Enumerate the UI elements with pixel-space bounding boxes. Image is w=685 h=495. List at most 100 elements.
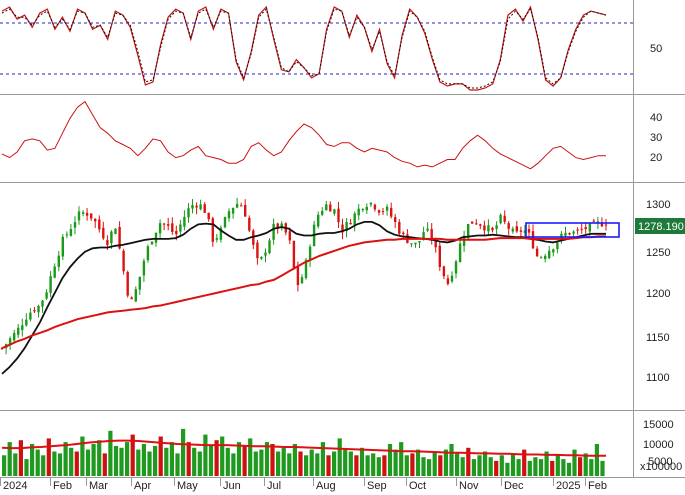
volume-bar — [7, 442, 12, 476]
candle-body — [535, 248, 539, 257]
volume-bar — [421, 457, 426, 476]
candle-body — [544, 255, 547, 259]
volume-bar — [130, 434, 135, 476]
candle-body — [568, 233, 571, 235]
volume-bar — [13, 453, 18, 476]
candle-body — [179, 224, 182, 232]
volume-bar — [488, 457, 493, 476]
candle-body — [146, 246, 150, 261]
candle-body — [450, 275, 454, 282]
candle-body — [495, 225, 498, 229]
candle-body — [471, 221, 474, 224]
candle-body — [503, 215, 506, 222]
candle-body — [276, 223, 279, 229]
volume-bar — [231, 453, 236, 476]
volume-bar — [505, 462, 510, 476]
price-panel: 1300 1250 1200 1150 1100 1278.190 — [0, 197, 685, 384]
candle-body — [333, 209, 336, 214]
volume-bar — [343, 449, 348, 476]
volume-bars — [2, 428, 605, 476]
candle-body — [150, 241, 154, 245]
volume-bar — [365, 455, 370, 476]
candle-body — [90, 213, 93, 219]
stochastic-d-line — [1, 7, 607, 89]
candle-body — [207, 212, 210, 220]
volume-bar — [449, 444, 454, 476]
candle-body — [69, 229, 73, 236]
candle-body — [442, 266, 446, 277]
volume-bar — [141, 444, 146, 476]
volume-bar — [460, 457, 465, 476]
candle-body — [21, 325, 24, 331]
stochastic-panel: 50 — [0, 5, 662, 91]
volume-bar — [438, 455, 443, 476]
moving-average-black — [1, 220, 606, 375]
candle-body — [426, 228, 429, 231]
volume-bar — [578, 457, 583, 476]
volume-bar — [359, 447, 365, 476]
candle-body — [268, 240, 271, 254]
volume-bar — [85, 449, 91, 476]
candle-body — [77, 211, 81, 221]
candle-body — [519, 230, 523, 232]
candle-body — [231, 207, 235, 214]
candle-body — [260, 256, 263, 259]
volume-bar — [522, 449, 527, 476]
candle-body — [158, 223, 162, 234]
volume-bar — [91, 444, 96, 476]
candle-body — [410, 243, 413, 245]
candle-body — [572, 231, 575, 234]
candle-body — [434, 240, 437, 248]
price-tick-label: 1150 — [646, 332, 670, 344]
time-label: Oct — [409, 480, 426, 492]
volume-bar — [298, 451, 303, 476]
volume-bar — [52, 451, 57, 476]
candle-body — [41, 300, 44, 307]
volume-panel: 15000 10000 5000 x100000 — [1, 419, 682, 476]
candle-body — [106, 240, 109, 246]
time-label: Jul — [267, 480, 281, 492]
volume-bar — [332, 451, 337, 476]
volume-bar — [108, 430, 113, 476]
volume-bar — [63, 442, 68, 476]
volume-bar — [393, 449, 398, 476]
candle-body — [515, 226, 518, 232]
candle-body — [385, 206, 389, 211]
volume-bar — [538, 459, 544, 476]
candle-body — [85, 212, 89, 216]
candle-body — [280, 223, 283, 229]
price-tick-label: 1300 — [646, 199, 670, 211]
volume-bar — [259, 449, 264, 476]
volume-bar — [147, 451, 152, 476]
volume-bar — [600, 460, 605, 476]
candle-body — [381, 211, 385, 213]
candle-body — [45, 292, 48, 299]
candle-body — [394, 217, 397, 222]
last-price-label: 1278.190 — [638, 221, 684, 233]
candle-body — [235, 203, 239, 208]
candle-body — [353, 213, 356, 225]
time-label: Aug — [316, 480, 336, 492]
candle-body — [462, 235, 466, 246]
volume-moving-average — [1, 439, 606, 457]
candle-body — [138, 276, 141, 290]
candle-body — [308, 246, 312, 261]
candle-body — [479, 224, 482, 226]
volume-tick-label: 15000 — [643, 419, 674, 431]
volume-bar — [153, 445, 158, 476]
candle-body — [203, 204, 206, 213]
volume-bar — [510, 453, 516, 476]
volume-bar — [499, 455, 504, 476]
candle-body — [81, 212, 85, 214]
candle-body — [588, 223, 591, 232]
candle-body — [264, 252, 267, 256]
candle-body — [398, 222, 401, 234]
volume-bar — [192, 447, 197, 476]
candle-body — [337, 208, 340, 223]
candle-body — [446, 278, 450, 284]
volume-bar — [24, 459, 29, 476]
volume-bar — [320, 442, 325, 476]
volume-bar — [220, 436, 225, 476]
volume-bar — [387, 444, 393, 476]
volume-bar — [136, 449, 141, 476]
